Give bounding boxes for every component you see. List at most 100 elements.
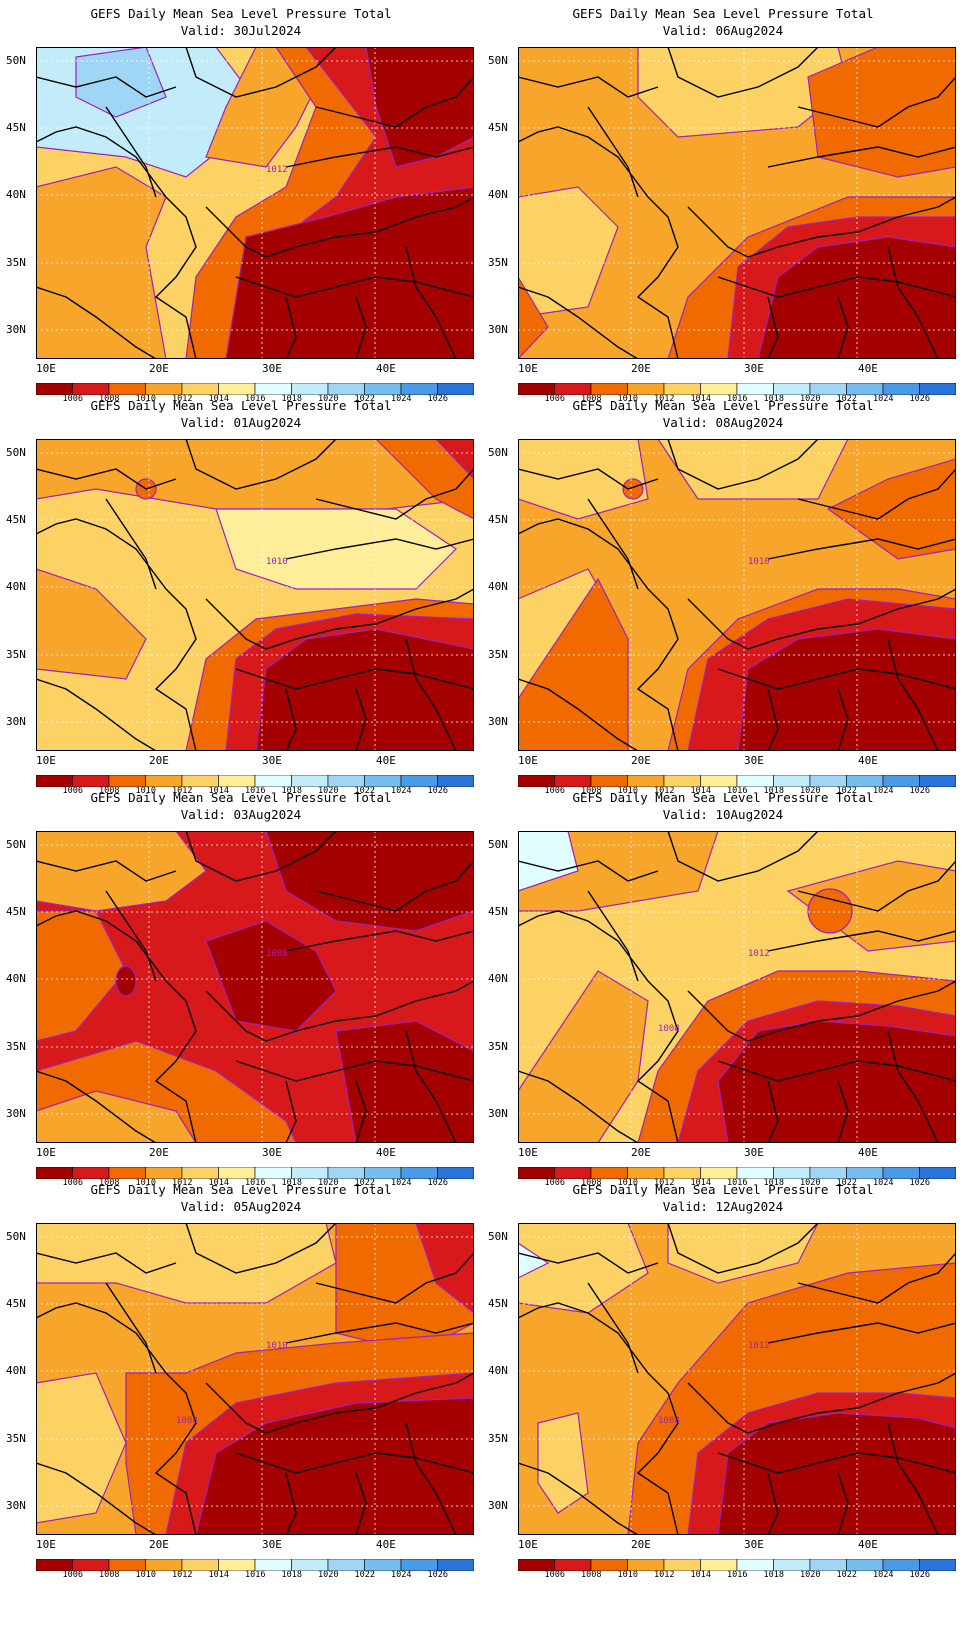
coastline xyxy=(315,76,474,128)
colorbar-label: 1012 xyxy=(654,394,675,404)
lat-tick-label: 30N xyxy=(6,323,26,336)
coastline xyxy=(518,860,659,882)
valid-date: Valid: 01Aug2024 xyxy=(180,415,302,430)
lat-tick-label: 40N xyxy=(488,188,508,201)
map-panel: GEFS Daily Mean Sea Level Pressure Total… xyxy=(482,392,964,802)
colorbar-label: 1010 xyxy=(617,1570,638,1580)
map-panel: GEFS Daily Mean Sea Level Pressure Total… xyxy=(0,0,482,410)
colorbar-label: 1024 xyxy=(873,786,894,796)
panel-title: GEFS Daily Mean Sea Level Pressure Total xyxy=(572,398,874,413)
colorbar-label: 1022 xyxy=(354,1178,375,1188)
colorbar-label: 1012 xyxy=(654,1178,675,1188)
pressure-region xyxy=(518,186,619,318)
contour-label: 1010 xyxy=(748,557,770,567)
pressure-region xyxy=(36,568,147,680)
pressure-map: 1012 1008 xyxy=(518,831,956,1143)
valid-date: Valid: 12Aug2024 xyxy=(662,1199,784,1214)
map-frame xyxy=(36,1223,474,1535)
colorbar-label: 1006 xyxy=(544,1570,565,1580)
lon-tick-label: 30E xyxy=(744,362,764,375)
coastline xyxy=(355,688,367,751)
pressure-map: 1008 xyxy=(36,831,474,1143)
lat-tick-label: 30N xyxy=(488,323,508,336)
colorbar-label: 1016 xyxy=(727,1570,748,1580)
colorbar xyxy=(517,380,957,396)
coastline xyxy=(285,1472,297,1535)
colorbar-label: 1014 xyxy=(208,1178,229,1188)
lon-tick-label: 10E xyxy=(518,1538,538,1551)
lon-tick-label: 40E xyxy=(858,362,878,375)
pressure-region xyxy=(807,888,853,934)
lon-tick-label: 20E xyxy=(149,1538,169,1551)
coastline xyxy=(315,1252,474,1304)
lat-tick-label: 50N xyxy=(488,838,508,851)
colorbar-label: 1010 xyxy=(135,394,156,404)
contour-label: 1012 xyxy=(748,1341,770,1351)
coastline xyxy=(355,296,367,359)
valid-date: Valid: 30Jul2024 xyxy=(180,23,302,38)
pressure-region xyxy=(36,1223,337,1304)
lat-tick-label: 30N xyxy=(6,1499,26,1512)
pressure-region xyxy=(518,1242,550,1279)
panel-title: GEFS Daily Mean Sea Level Pressure Total xyxy=(90,398,392,413)
coastline xyxy=(887,1030,939,1143)
lat-tick-label: 35N xyxy=(488,1040,508,1053)
coastline xyxy=(285,146,474,168)
colorbar-label: 1020 xyxy=(800,1570,821,1580)
colorbar-label: 1006 xyxy=(544,394,565,404)
coastline xyxy=(36,860,177,882)
pressure-map: 1010 1008 xyxy=(36,1223,474,1535)
pressure-region xyxy=(36,910,127,1042)
lon-tick-label: 40E xyxy=(376,754,396,767)
colorbar-label: 1026 xyxy=(909,1178,930,1188)
coastline xyxy=(285,1080,297,1143)
coastline xyxy=(767,1472,779,1535)
colorbar-label: 1008 xyxy=(581,1570,602,1580)
map-panel: GEFS Daily Mean Sea Level Pressure Total… xyxy=(0,784,482,1194)
coastline xyxy=(518,76,659,98)
pressure-map: 1010 xyxy=(518,439,956,751)
coastline xyxy=(36,76,177,98)
panel-title: GEFS Daily Mean Sea Level Pressure Total xyxy=(572,6,874,21)
pressure-region xyxy=(435,439,474,480)
coastline xyxy=(355,1472,367,1535)
coastline xyxy=(518,1252,659,1274)
pressure-region xyxy=(255,628,474,751)
lat-tick-label: 45N xyxy=(488,121,508,134)
pressure-map: 1012 1008 xyxy=(518,1223,956,1535)
lon-tick-label: 20E xyxy=(149,754,169,767)
coastline xyxy=(518,678,639,751)
panel-title: GEFS Daily Mean Sea Level Pressure Total xyxy=(90,6,392,21)
colorbar-label: 1024 xyxy=(391,786,412,796)
colorbar xyxy=(35,1164,475,1180)
coastline xyxy=(36,678,157,751)
lat-tick-label: 50N xyxy=(6,446,26,459)
lon-tick-label: 30E xyxy=(262,1538,282,1551)
lon-tick-label: 10E xyxy=(36,362,56,375)
lat-tick-label: 40N xyxy=(6,188,26,201)
coastline xyxy=(837,688,849,751)
lat-tick-label: 40N xyxy=(488,1364,508,1377)
coastline xyxy=(235,1452,474,1474)
colorbar-label: 1012 xyxy=(172,1178,193,1188)
colorbar-label: 1020 xyxy=(318,1178,339,1188)
panel-title: GEFS Daily Mean Sea Level Pressure Total xyxy=(572,1182,874,1197)
map-frame xyxy=(518,831,956,1143)
lon-tick-label: 10E xyxy=(518,1146,538,1159)
map-frame xyxy=(36,47,474,359)
colorbar-label: 1016 xyxy=(245,394,266,404)
colorbar-label: 1024 xyxy=(873,394,894,404)
lon-tick-label: 40E xyxy=(376,1538,396,1551)
coastline xyxy=(285,538,474,560)
coastline xyxy=(185,831,337,882)
coastline xyxy=(887,246,939,359)
colorbar-label: 1024 xyxy=(391,1570,412,1580)
coastline xyxy=(717,276,956,298)
map-frame xyxy=(518,1223,956,1535)
colorbar-label: 1010 xyxy=(135,1178,156,1188)
colorbar-label: 1024 xyxy=(391,394,412,404)
coastline xyxy=(205,196,474,258)
valid-date: Valid: 08Aug2024 xyxy=(662,415,784,430)
pressure-region xyxy=(518,831,719,912)
lon-tick-label: 20E xyxy=(631,1146,651,1159)
